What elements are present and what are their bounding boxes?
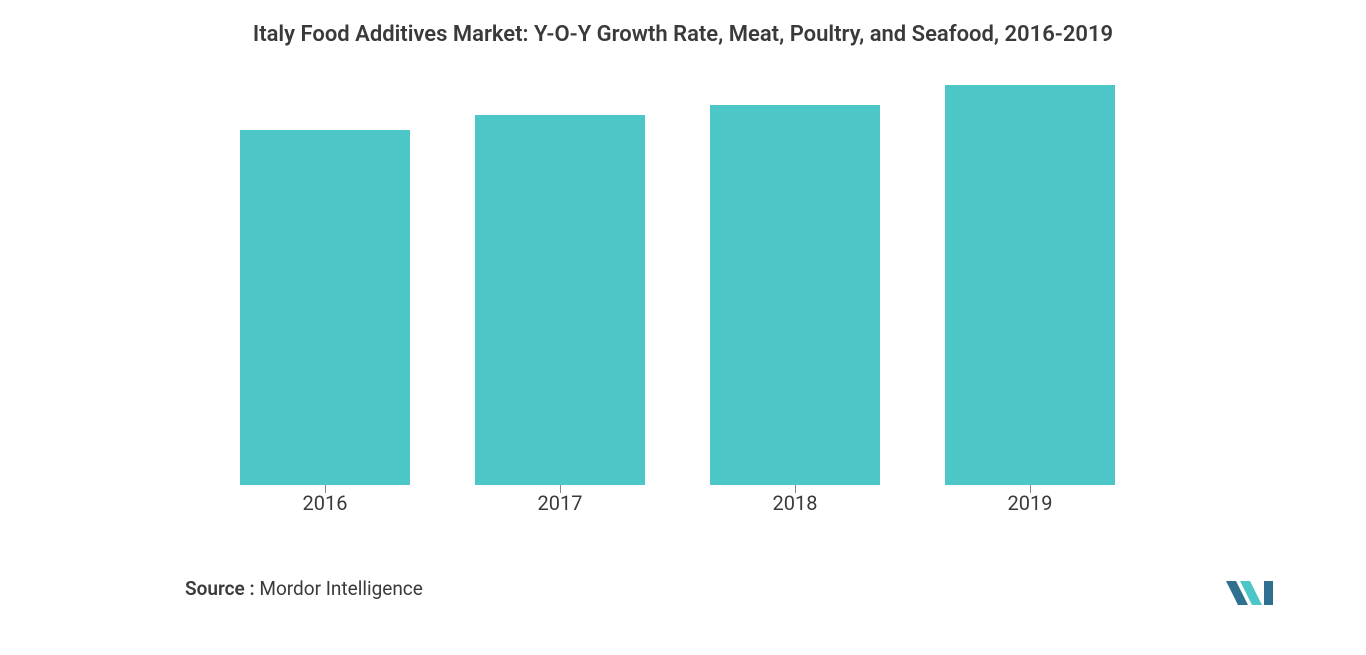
bar: [475, 115, 645, 485]
chart-title: Italy Food Additives Market: Y-O-Y Growt…: [0, 0, 1366, 57]
x-axis-label: 2017: [475, 491, 645, 515]
x-axis-label: 2018: [710, 491, 880, 515]
bar-group: 2018: [710, 105, 880, 485]
x-axis-label: 2019: [945, 491, 1115, 515]
bar: [240, 130, 410, 485]
bar: [945, 85, 1115, 485]
source-attribution: Source : Mordor Intelligence: [185, 577, 423, 600]
x-axis-label: 2016: [240, 491, 410, 515]
chart-container: Italy Food Additives Market: Y-O-Y Growt…: [0, 0, 1366, 655]
bar-group: 2016: [240, 130, 410, 485]
source-text: Mordor Intelligence: [259, 577, 422, 600]
bar-group: 2017: [475, 115, 645, 485]
plot-area: 2016 2017 2018 2019: [205, 80, 1145, 485]
mordor-logo-icon: [1224, 575, 1276, 615]
bar-group: 2019: [945, 85, 1115, 485]
bar: [710, 105, 880, 485]
source-label: Source :: [185, 577, 255, 600]
